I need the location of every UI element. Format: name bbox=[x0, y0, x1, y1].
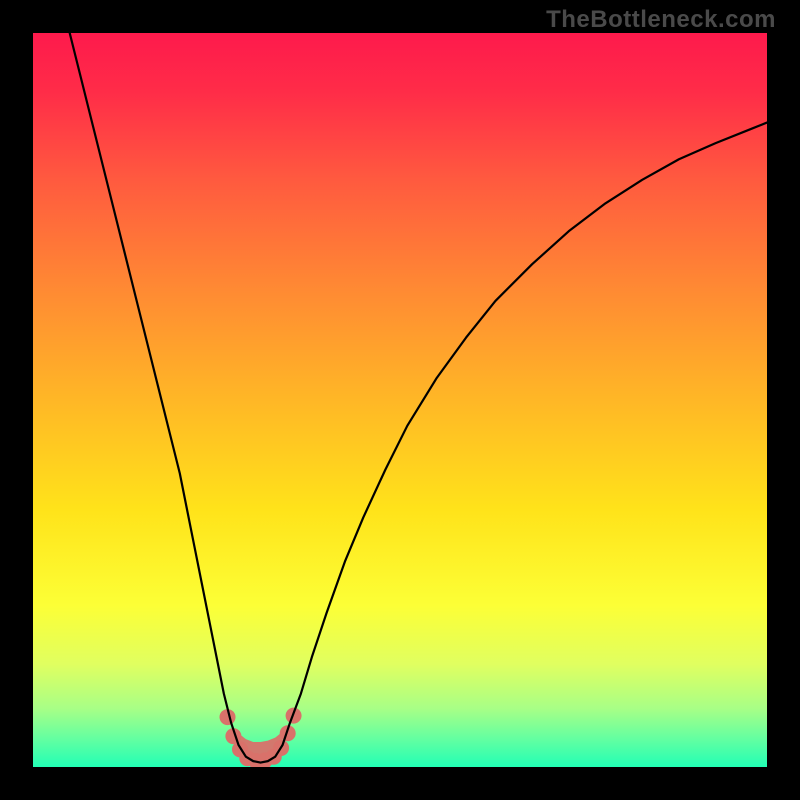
watermark-label: TheBottleneck.com bbox=[546, 6, 776, 34]
chart-background bbox=[33, 33, 767, 767]
bottleneck-chart-svg bbox=[33, 33, 767, 767]
plot-area bbox=[33, 33, 767, 767]
